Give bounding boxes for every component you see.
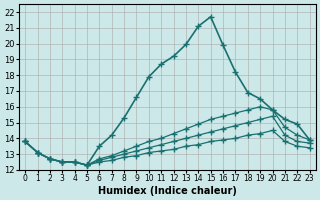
X-axis label: Humidex (Indice chaleur): Humidex (Indice chaleur) xyxy=(98,186,237,196)
